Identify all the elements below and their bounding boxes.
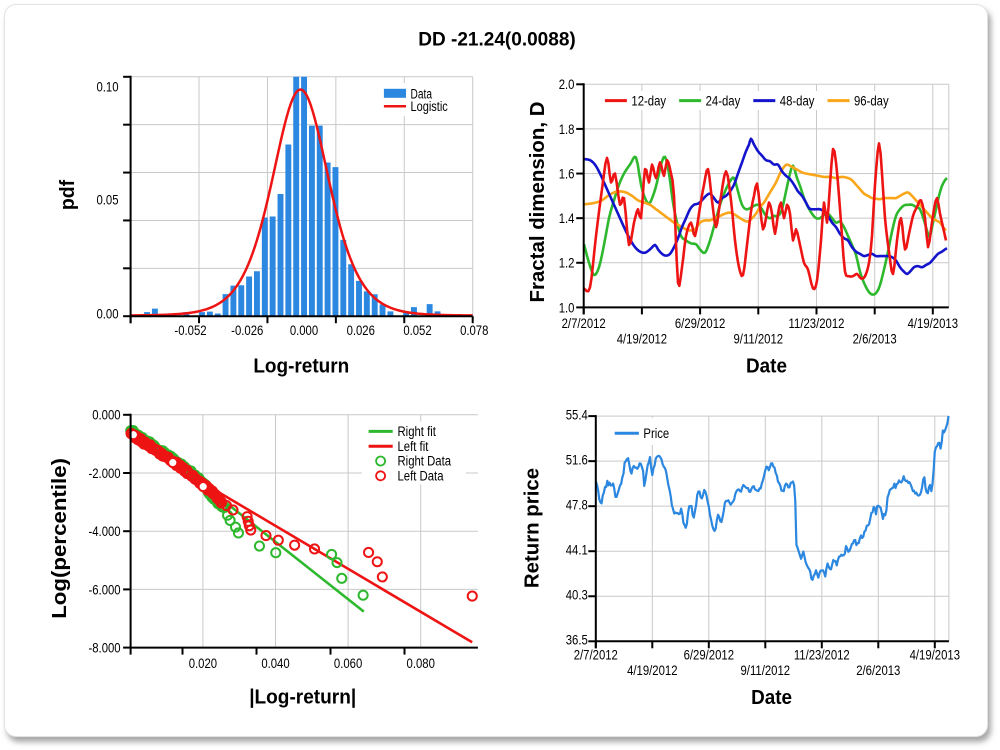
svg-text:2/7/2012: 2/7/2012 bbox=[574, 648, 618, 663]
svg-text:48-day: 48-day bbox=[780, 93, 815, 108]
svg-text:11/23/2012: 11/23/2012 bbox=[789, 316, 845, 331]
svg-text:2.0: 2.0 bbox=[559, 77, 575, 92]
svg-text:0.052: 0.052 bbox=[403, 323, 431, 338]
svg-text:1.8: 1.8 bbox=[559, 122, 575, 137]
svg-text:|Log-return|: |Log-return| bbox=[249, 687, 356, 709]
svg-text:1.4: 1.4 bbox=[559, 211, 575, 226]
svg-text:96-day: 96-day bbox=[854, 93, 889, 108]
svg-text:2/7/2012: 2/7/2012 bbox=[562, 316, 606, 331]
svg-text:-2.000: -2.000 bbox=[88, 466, 120, 481]
svg-text:0.000: 0.000 bbox=[92, 408, 120, 423]
svg-text:-8.000: -8.000 bbox=[88, 641, 120, 656]
svg-text:0.020: 0.020 bbox=[189, 656, 217, 671]
svg-text:-4.000: -4.000 bbox=[88, 524, 120, 539]
svg-text:55.4: 55.4 bbox=[566, 408, 588, 423]
svg-text:Return price: Return price bbox=[522, 468, 544, 588]
svg-text:Left Data: Left Data bbox=[398, 469, 444, 484]
svg-text:0.078: 0.078 bbox=[460, 323, 488, 338]
svg-text:-0.026: -0.026 bbox=[231, 323, 263, 338]
svg-text:0.00: 0.00 bbox=[96, 306, 118, 321]
svg-text:Data: Data bbox=[411, 86, 433, 101]
svg-text:Right fit: Right fit bbox=[398, 424, 437, 439]
svg-text:-0.052: -0.052 bbox=[174, 323, 206, 338]
svg-text:51.6: 51.6 bbox=[566, 453, 588, 468]
svg-text:Logistic: Logistic bbox=[411, 99, 448, 114]
svg-text:Fractal dimension, D: Fractal dimension, D bbox=[527, 102, 549, 303]
svg-text:4/19/2012: 4/19/2012 bbox=[627, 663, 677, 678]
svg-text:Log(percentile): Log(percentile) bbox=[49, 458, 71, 619]
svg-text:9/11/2012: 9/11/2012 bbox=[734, 331, 784, 346]
svg-text:0.05: 0.05 bbox=[96, 193, 118, 208]
svg-text:Left fit: Left fit bbox=[398, 439, 429, 454]
svg-text:11/23/2012: 11/23/2012 bbox=[794, 648, 850, 663]
svg-text:4/19/2012: 4/19/2012 bbox=[617, 331, 667, 346]
svg-text:44.1: 44.1 bbox=[566, 543, 588, 558]
svg-text:0.060: 0.060 bbox=[334, 656, 362, 671]
svg-text:0.10: 0.10 bbox=[96, 79, 118, 94]
svg-text:24-day: 24-day bbox=[706, 93, 741, 108]
svg-text:0.040: 0.040 bbox=[261, 656, 289, 671]
svg-text:Log-return: Log-return bbox=[253, 356, 349, 378]
svg-text:36.5: 36.5 bbox=[566, 633, 588, 648]
svg-text:4/19/2013: 4/19/2013 bbox=[908, 316, 958, 331]
svg-text:DD -21.24(0.0088): DD -21.24(0.0088) bbox=[418, 30, 576, 51]
svg-text:1.2: 1.2 bbox=[559, 256, 575, 271]
svg-text:pdf: pdf bbox=[57, 180, 79, 210]
svg-text:2/6/2013: 2/6/2013 bbox=[856, 663, 900, 678]
svg-text:4/19/2013: 4/19/2013 bbox=[910, 648, 960, 663]
svg-text:-6.000: -6.000 bbox=[88, 582, 120, 597]
svg-text:6/29/2012: 6/29/2012 bbox=[675, 316, 725, 331]
svg-text:0.026: 0.026 bbox=[347, 323, 375, 338]
svg-text:40.3: 40.3 bbox=[566, 588, 588, 603]
svg-text:Date: Date bbox=[751, 687, 792, 709]
svg-text:Date: Date bbox=[746, 356, 787, 378]
svg-text:Right Data: Right Data bbox=[398, 454, 452, 469]
svg-text:6/29/2012: 6/29/2012 bbox=[684, 648, 734, 663]
svg-text:1.6: 1.6 bbox=[559, 166, 575, 181]
svg-text:47.8: 47.8 bbox=[566, 498, 588, 513]
svg-text:Price: Price bbox=[643, 426, 669, 441]
svg-text:1.0: 1.0 bbox=[559, 300, 575, 315]
svg-text:12-day: 12-day bbox=[631, 93, 666, 108]
svg-text:0.000: 0.000 bbox=[290, 323, 318, 338]
svg-text:0.080: 0.080 bbox=[407, 656, 435, 671]
svg-text:2/6/2013: 2/6/2013 bbox=[853, 331, 897, 346]
svg-text:9/11/2012: 9/11/2012 bbox=[741, 663, 791, 678]
